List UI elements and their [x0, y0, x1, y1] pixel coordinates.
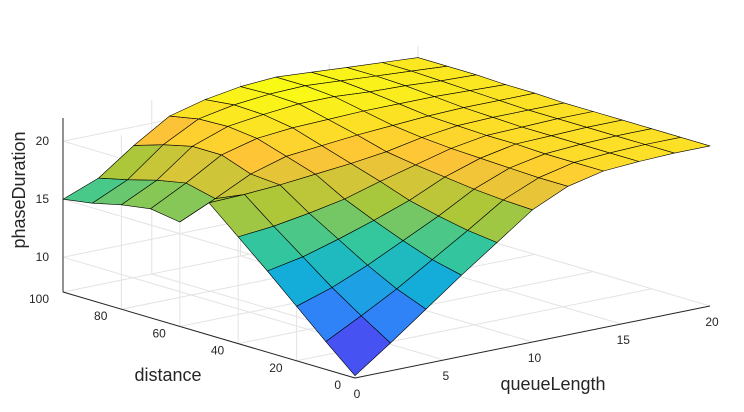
z-axis-label: phaseDuration: [9, 131, 29, 248]
x-tick-label: 10: [528, 351, 542, 365]
x-tick-label: 5: [442, 369, 449, 383]
x-axis-line: [354, 305, 711, 379]
z-tick-label: 20: [36, 134, 50, 148]
surface-patch: [644, 137, 711, 154]
y-tick-label: 100: [29, 292, 49, 306]
x-tick-label: 15: [617, 333, 631, 347]
tick-labels: 0 5 10 15 20 0 20 40 60 80 100 10 15 20: [29, 134, 719, 401]
y-tick-label: 0: [334, 378, 341, 392]
x-tick-label: 0: [354, 387, 361, 401]
axis-edges: [62, 118, 711, 379]
grid-line-z: [62, 256, 356, 344]
surface-patches: [62, 57, 711, 377]
y-tick-label: 20: [269, 361, 283, 375]
y-tick-label: 80: [94, 309, 108, 323]
y-tick-label: 60: [152, 326, 166, 340]
grid-line-x: [151, 273, 444, 361]
z-tick-label: 15: [36, 192, 50, 206]
y-axis-line: [62, 291, 356, 379]
z-tick-label: 10: [36, 250, 50, 264]
x-tick-label: 20: [705, 315, 719, 329]
y-tick-label: 40: [211, 344, 225, 358]
x-axis-label: queueLength: [500, 374, 605, 394]
y-axis-label: distance: [134, 365, 201, 385]
